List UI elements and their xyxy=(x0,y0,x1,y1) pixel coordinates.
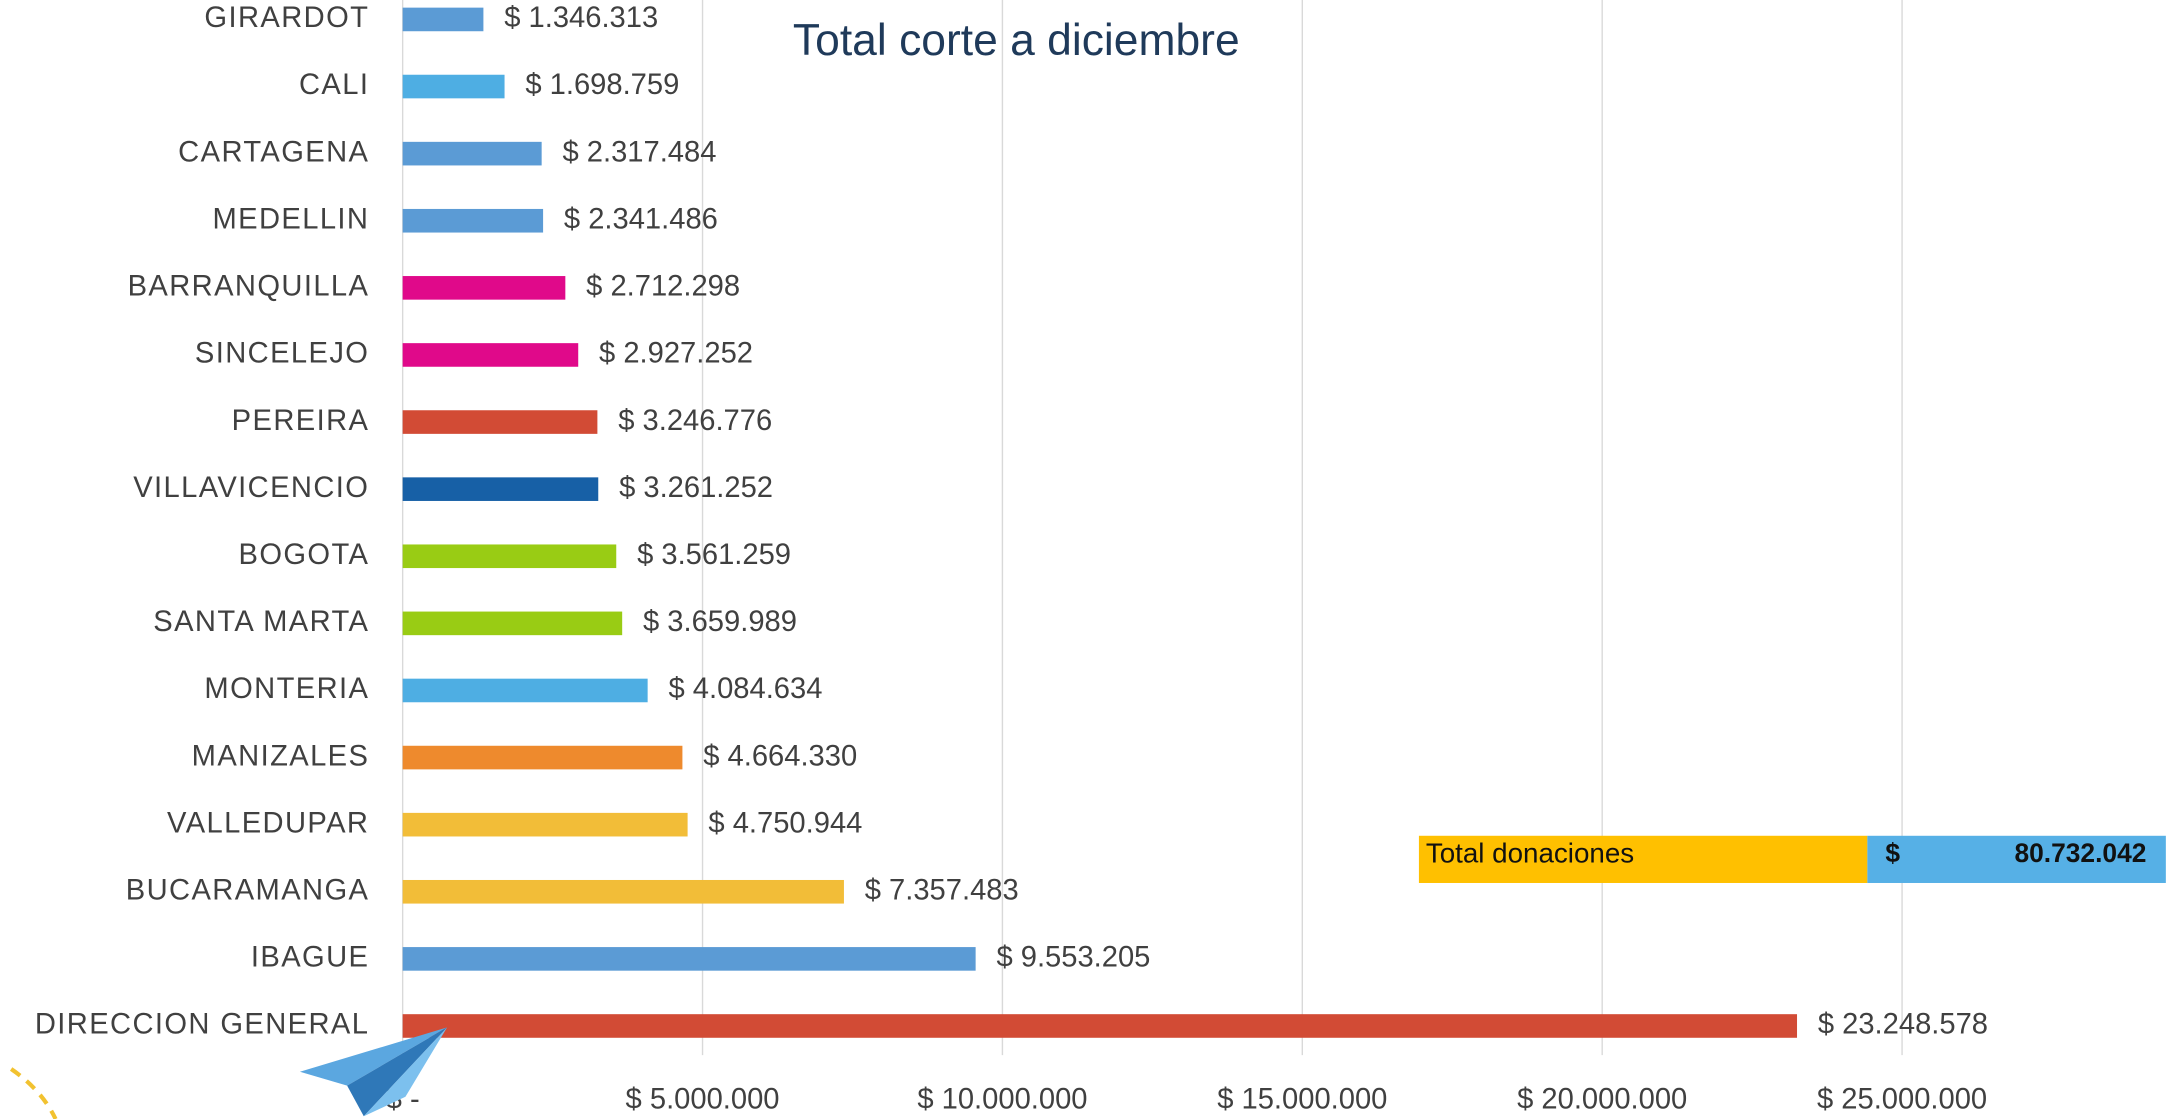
total-label: Total donaciones xyxy=(1426,838,1634,869)
value-label: $ 7.357.483 xyxy=(865,874,1019,906)
category-label: PEREIRA xyxy=(232,405,370,437)
value-label: $ 1.346.313 xyxy=(504,2,658,34)
value-label: $ 3.246.776 xyxy=(618,405,772,437)
bar xyxy=(402,276,566,300)
dashed-arc xyxy=(9,1067,58,1119)
category-label: MONTERIA xyxy=(204,673,369,705)
bar xyxy=(402,611,623,636)
category-label: DIRECCION GENERAL xyxy=(35,1009,369,1041)
value-label: $ 4.750.944 xyxy=(708,807,862,839)
bars: GIRARDOT $ 1.346.313 CALI $ 1.698.759 CARTAG… xyxy=(35,2,1988,1041)
plane-body xyxy=(347,1027,448,1117)
bar xyxy=(402,74,505,99)
value-label: $ 2.317.484 xyxy=(562,136,716,168)
total-box: Total donaciones $ 80.732.042 xyxy=(1418,835,2166,883)
category-label: VILLAVICENCIO xyxy=(133,472,369,504)
bar xyxy=(402,410,598,434)
bar xyxy=(402,812,688,837)
value-label: $ 4.084.634 xyxy=(668,673,822,705)
value-label: $ 3.659.989 xyxy=(643,606,797,638)
value-label: $ 3.261.252 xyxy=(619,472,773,504)
bar xyxy=(402,208,544,233)
bar xyxy=(402,141,542,166)
bar xyxy=(402,678,648,703)
bar xyxy=(402,7,484,32)
category-label: IBAGUE xyxy=(251,942,369,974)
grid: $ - $ 5.000.000 $ 10.000.000 $ 15.000.000 $ … xyxy=(386,0,1987,1116)
bar xyxy=(402,745,683,770)
bar xyxy=(402,477,599,501)
category-label: BARRANQUILLA xyxy=(128,271,370,303)
value-label: $ 9.553.205 xyxy=(996,942,1150,974)
x-tick-label: $ 25.000.000 xyxy=(1817,1084,1987,1116)
category-label: BOGOTA xyxy=(238,539,369,571)
category-label: MEDELLIN xyxy=(212,203,369,235)
x-tick-label: $ 5.000.000 xyxy=(626,1084,780,1116)
chart-title: Total corte a diciembre xyxy=(793,16,1240,65)
bar xyxy=(402,544,617,569)
category-label: SANTA MARTA xyxy=(153,606,369,638)
value-label: $ 23.248.578 xyxy=(1818,1009,1988,1041)
category-label: VALLEDUPAR xyxy=(167,807,369,839)
x-tick-label: $ 20.000.000 xyxy=(1517,1084,1687,1116)
bar xyxy=(402,947,976,971)
x-tick-label: $ 15.000.000 xyxy=(1217,1084,1387,1116)
value-label: $ 1.698.759 xyxy=(525,69,679,101)
category-label: CARTAGENA xyxy=(178,136,369,168)
plane-wing xyxy=(299,1027,448,1086)
total-amount: 80.732.042 xyxy=(2014,838,2146,868)
category-label: BUCARAMANGA xyxy=(126,874,370,906)
bar xyxy=(402,343,579,367)
value-label: $ 2.927.252 xyxy=(599,338,753,370)
category-label: CALI xyxy=(299,69,369,101)
category-label: SINCELEJO xyxy=(195,338,369,370)
bar xyxy=(402,1014,1798,1038)
total-currency: $ xyxy=(1885,838,1900,868)
total-amount-bg xyxy=(1867,835,2166,883)
value-label: $ 4.664.330 xyxy=(703,740,857,772)
value-label: $ 3.561.259 xyxy=(637,539,791,571)
plane-wing-right xyxy=(363,1027,448,1117)
category-label: MANIZALES xyxy=(192,740,370,772)
plane-icon xyxy=(9,1027,448,1119)
total-label-bg xyxy=(1418,835,1868,883)
category-label: GIRARDOT xyxy=(204,2,369,34)
value-label: $ 2.341.486 xyxy=(564,203,718,235)
value-label: $ 2.712.298 xyxy=(586,271,740,303)
x-tick-label: $ 10.000.000 xyxy=(917,1084,1087,1116)
bar xyxy=(402,879,844,904)
